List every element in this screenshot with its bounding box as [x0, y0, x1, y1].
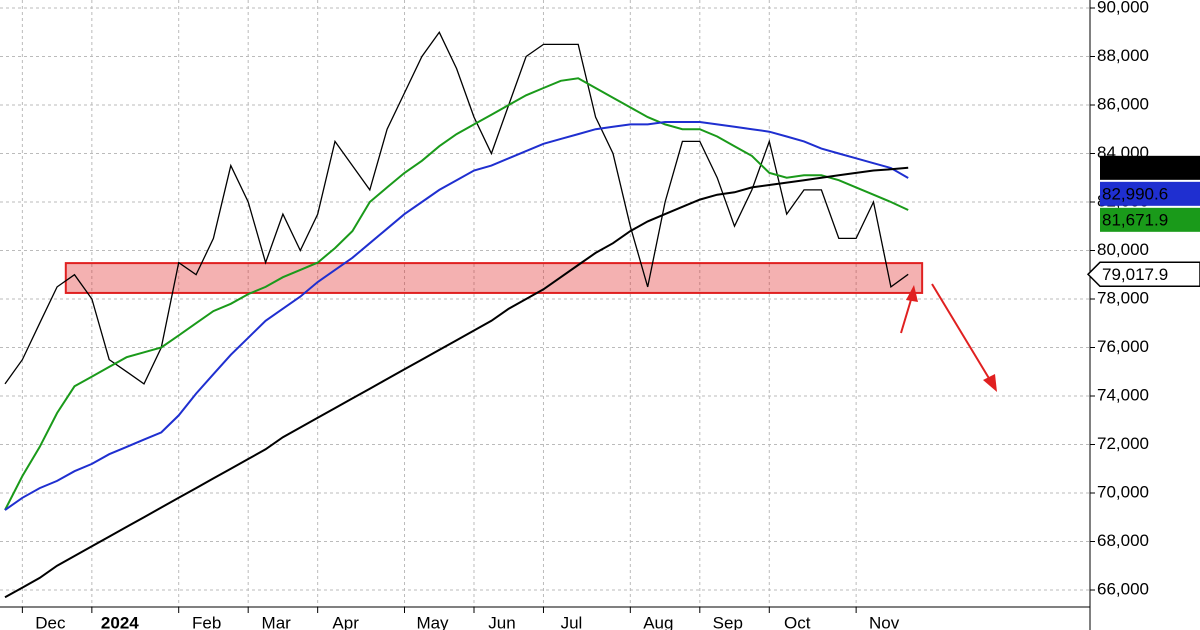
y-tick-label: 78,000	[1097, 288, 1149, 307]
end-label: 82,990.6	[1100, 181, 1200, 206]
y-tick-label: 86,000	[1097, 94, 1149, 113]
y-tick-label: 80,000	[1097, 240, 1149, 259]
x-tick-label: Apr	[332, 613, 359, 630]
x-tick-label: Oct	[784, 613, 811, 630]
moving-average	[4, 166, 909, 599]
arrows	[900, 283, 997, 392]
end-label-text: 82,990.6	[1102, 184, 1168, 203]
y-tick-label: 90,000	[1097, 0, 1149, 16]
end-label-box	[1100, 155, 1200, 180]
price-line	[4, 31, 909, 385]
support-zone	[64, 262, 924, 294]
end-label-box	[1100, 181, 1200, 206]
moving-average	[4, 77, 909, 511]
x-tick-label: Mar	[262, 613, 292, 630]
arrow-down	[931, 283, 991, 381]
x-tick-label: Jun	[488, 613, 515, 630]
x-tick-label: Dec	[35, 613, 66, 630]
y-tick-label: 66,000	[1097, 579, 1149, 598]
moving-average	[4, 121, 909, 511]
y-tick-label: 72,000	[1097, 434, 1149, 453]
y-tick-label: 68,000	[1097, 531, 1149, 550]
y-tick-label: 70,000	[1097, 482, 1149, 501]
x-tick-label: Feb	[192, 613, 221, 630]
arrow-head	[983, 374, 997, 392]
y-tick-label: 88,000	[1097, 46, 1149, 65]
x-tick-label: Sep	[713, 613, 743, 630]
x-tick-label: Nov	[869, 613, 900, 630]
x-tick-label: 2024	[101, 613, 139, 630]
x-tick-label: Jul	[561, 613, 583, 630]
x-tick-label: May	[416, 613, 449, 630]
arrow-head	[906, 285, 918, 302]
end-label: 79,017.9	[1086, 261, 1200, 288]
x-tick-label: Aug	[643, 613, 673, 630]
y-tick-label: 74,000	[1097, 385, 1149, 404]
end-label: 81,671.9	[1100, 207, 1200, 232]
end-label-box	[1086, 261, 1200, 288]
end-label-text: 81,671.9	[1102, 210, 1168, 229]
end-label: 83,409.3	[1100, 155, 1200, 180]
end-label-text: 79,017.9	[1102, 265, 1168, 284]
y-tick-label: 76,000	[1097, 337, 1149, 356]
end-label-box	[1100, 207, 1200, 232]
end-label-text: 83,409.3	[1102, 158, 1168, 177]
